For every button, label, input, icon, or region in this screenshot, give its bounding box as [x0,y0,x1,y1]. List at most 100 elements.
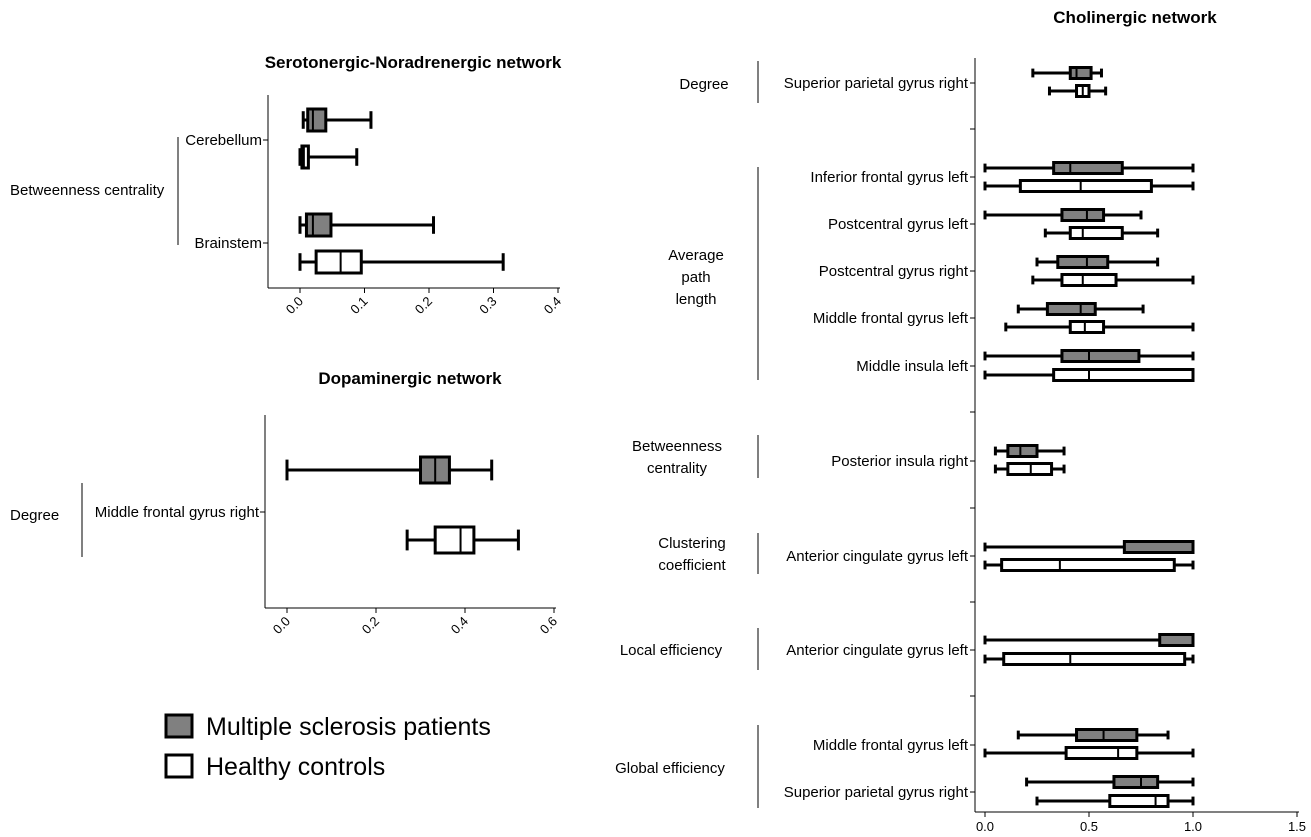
panel-dopaminergic-network: Dopaminergic network 0.0 0.2 0.4 0.6 Degree Mi… [10,369,560,637]
iqr-box [1056,255,1110,269]
iqr-box [1122,540,1195,554]
region-label-cerebellum: Cerebellum [185,132,262,149]
region-label-postcentral-gyrus-right: Postcentral gyrus right [819,263,969,280]
x-tick-label: 0.2 [412,294,435,317]
box-anterior-cingulate-gyrus-left-patients [983,633,1195,647]
box-middle-frontal-gyrus-right-controls [405,525,520,555]
box-postcentral-gyrus-left-patients [983,208,1143,222]
iqr-box [433,525,476,555]
iqr-box [304,212,333,238]
iqr-box [1006,462,1054,476]
group-label-degree: Degree [679,76,728,93]
region-label-middle-frontal-gyrus-left: Middle frontal gyrus left [813,737,969,754]
iqr-box [1060,208,1106,222]
x-tick-label: 0.0 [270,614,293,637]
x-tick-label: 0.5 [1080,819,1098,834]
box-middle-frontal-gyrus-left-controls [983,746,1195,760]
box-cerebellum-patients [301,107,373,133]
box-middle-frontal-gyrus-right-patients [285,455,494,485]
box-cerebellum-controls [298,144,359,170]
iqr-box [306,107,328,133]
panel-title: Cholinergic network [1053,8,1217,27]
iqr-box [1052,368,1195,382]
iqr-box [1018,179,1153,193]
box-posterior-insula-right-controls [993,462,1066,476]
box-postcentral-gyrus-right-controls [1031,273,1195,287]
region-label-anterior-cingulate-gyrus-left: Anterior cingulate gyrus left [786,642,969,659]
box-anterior-cingulate-gyrus-left-patients [983,540,1195,554]
box-anterior-cingulate-gyrus-left-controls [983,558,1195,572]
box-posterior-insula-right-patients [993,444,1066,458]
group-label-betweenness-centrality: Betweenness centrality [10,182,165,199]
box-brainstem-controls [298,249,505,275]
iqr-box [300,144,310,170]
iqr-box [1000,558,1176,572]
iqr-box [1064,746,1139,760]
group-label-local-efficiency: Local efficiency [620,642,723,659]
box-middle-frontal-gyrus-left-patients [1016,302,1145,316]
box-inferior-frontal-gyrus-left-patients [983,161,1195,175]
region-label-brainstem: Brainstem [194,235,262,252]
box-superior-parietal-gyrus-right-patients [1031,66,1103,80]
region-label-middle-frontal-gyrus-left: Middle frontal gyrus left [813,310,969,327]
iqr-box [1060,273,1118,287]
box-superior-parietal-gyrus-right-controls [1035,794,1195,808]
box-middle-frontal-gyrus-left-controls [1004,320,1195,334]
region-label-superior-parietal-gyrus-right: Superior parietal gyrus right [784,75,969,92]
iqr-box [1068,320,1106,334]
x-tick-label: 0.4 [448,614,471,637]
box-superior-parietal-gyrus-right-controls [1047,84,1108,98]
region-label-postcentral-gyrus-left: Postcentral gyrus left [828,216,969,233]
iqr-box [1112,775,1160,789]
box-anterior-cingulate-gyrus-left-controls [983,652,1195,666]
region-label-anterior-cingulate-gyrus-left: Anterior cingulate gyrus left [786,548,969,565]
box-middle-frontal-gyrus-left-patients [1016,728,1170,742]
legend-swatch-controls [164,753,194,779]
iqr-box [1108,794,1170,808]
legend-label-controls: Healthy controls [206,753,385,781]
region-label-inferior-frontal-gyrus-left: Inferior frontal gyrus left [810,169,968,186]
region-label-middle-frontal-gyrus-right: Middle frontal gyrus right [95,504,260,521]
iqr-box [1075,728,1139,742]
x-tick-label: 1.5 [1288,819,1306,834]
legend-swatch-patients [164,713,194,739]
box-superior-parietal-gyrus-right-patients [1025,775,1195,789]
panel-cholinergic-network: Cholinergic network 0.0 0.5 1.0 1.5 Degree Ave… [615,8,1306,834]
box-postcentral-gyrus-left-controls [1043,226,1160,240]
iqr-box [1068,66,1093,80]
iqr-box [1060,349,1141,363]
panel-title: Dopaminergic network [318,369,502,388]
panel-title: Serotonergic-Noradrenergic network [265,53,562,72]
group-label-global-efficiency: Global efficiency [615,760,725,777]
iqr-box [1158,633,1195,647]
x-tick-label: 1.0 [1184,819,1202,834]
x-tick-label: 0.2 [359,614,382,637]
iqr-box [1068,226,1124,240]
x-tick-label: 0.0 [283,294,306,317]
iqr-box [1006,444,1039,458]
x-tick-label: 0.4 [541,294,564,317]
box-middle-insula-left-controls [983,368,1195,382]
box-middle-insula-left-patients [983,349,1195,363]
region-label-posterior-insula-right: Posterior insula right [831,453,969,470]
panel-serotonergic-noradrenergic-network: Serotonergic-Noradrenergic network 0.0 0.1… [10,53,564,317]
box-brainstem-patients [298,212,436,238]
group-label-degree: Degree [10,507,59,524]
iqr-box [1052,161,1124,175]
x-tick-label: 0.6 [537,614,560,637]
group-label-clustering-coefficient: Clustering coefficient [658,535,726,574]
iqr-box [314,249,363,275]
box-inferior-frontal-gyrus-left-controls [983,179,1195,193]
group-label-betweenness-centrality: Betweenness centrality [632,438,722,477]
region-label-superior-parietal-gyrus-right: Superior parietal gyrus right [784,784,969,801]
legend-label-patients: Multiple sclerosis patients [206,713,491,741]
box-postcentral-gyrus-right-patients [1035,255,1160,269]
x-tick-label: 0.0 [976,819,994,834]
iqr-box [1045,302,1097,316]
group-label-average-path-length: Average path length [668,247,724,308]
legend: Multiple sclerosis patients Healthy cont… [164,713,491,781]
iqr-box [1002,652,1187,666]
x-tick-label: 0.3 [476,294,499,317]
x-tick-label: 0.1 [347,294,370,317]
